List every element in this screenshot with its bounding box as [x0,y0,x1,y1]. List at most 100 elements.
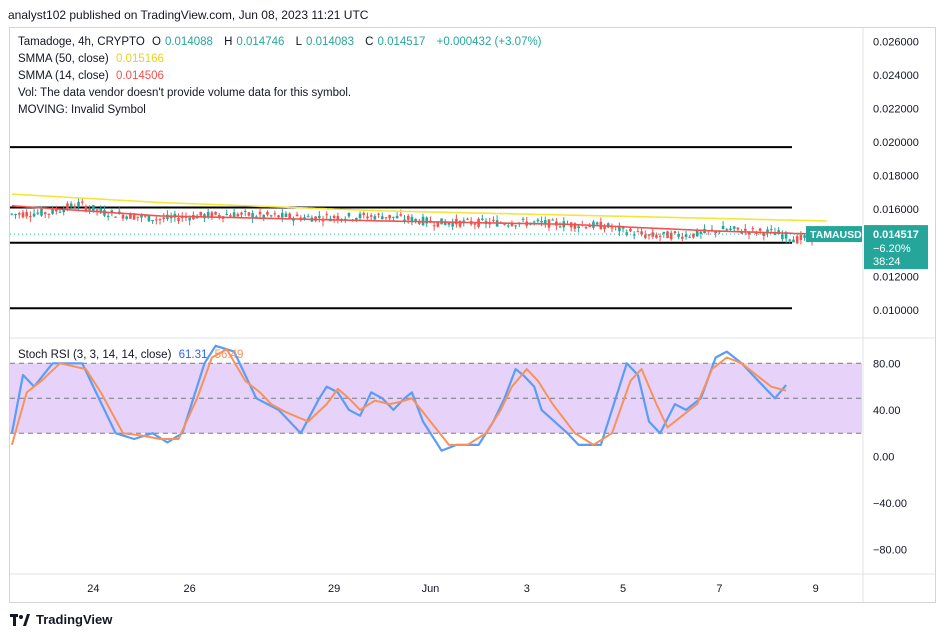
candle-body [314,216,317,221]
candle-body [62,209,66,213]
candle-body [295,214,299,217]
candle-body [155,219,158,221]
candle-body [225,214,229,216]
candle-body [747,231,751,235]
ticker-badge-label: TAMAUSD [810,229,862,241]
candle-body [162,217,166,219]
candle-body [436,221,440,227]
candle-body [595,222,599,225]
time-tick-label: 5 [620,583,626,595]
sma14-legend: SMMA (14, close) 0.014506 [18,70,168,82]
candle-body [732,226,736,229]
candle-body [558,226,562,228]
price-badge-change: −6.20% [873,243,911,255]
candle-body [177,218,180,222]
candle-body [32,213,36,217]
candle-body [373,216,377,220]
sma50-legend: SMMA (50, close) 0.015166 [18,53,168,65]
candle-body [284,213,288,218]
candle-body [355,217,358,220]
candle-body [473,223,477,225]
candle-body [721,225,725,230]
candle-body [140,215,143,218]
candle-body [358,213,362,218]
candle-body [425,217,429,224]
candle-body [403,219,406,221]
candle-body [443,222,447,225]
candle-body [603,226,606,230]
candle-body [673,231,677,233]
candle-body [729,228,732,231]
candle-body [188,217,191,221]
stoch-d-line [10,348,787,446]
legend-high: H 0.014746 [224,36,285,48]
candle-body [762,233,766,237]
candle-body [125,216,128,219]
stoch-legend: Stoch RSI (3, 3, 14, 14, close) 61.31 56… [18,349,247,361]
candle-body [336,216,340,220]
legend-close: C 0.014517 [365,36,426,48]
candle-body [169,216,173,219]
candle-body [662,231,666,234]
candle-body [573,223,577,229]
candle-body [80,201,84,203]
candle-body [432,225,436,227]
candle-body [332,215,336,219]
stoch-tick-label: 40.00 [873,405,901,417]
candle-body [321,220,325,222]
time-tick-label: 24 [87,583,99,595]
candle-body [377,213,380,215]
candle-body [692,233,695,238]
candle-body [536,219,540,222]
sma14-value: 0.014506 [115,70,164,82]
candle-body [325,214,329,216]
stoch-tick-label: −40.00 [873,498,907,510]
candle-body [655,234,658,238]
candle-body [466,218,469,220]
stoch-tick-label: 0.00 [873,452,894,464]
candle-body [92,205,95,211]
candle-body [803,235,806,238]
price-tick-label: 0.020000 [873,137,919,149]
sma50-line [11,193,827,222]
candle-body [699,231,703,234]
candle-body [240,212,243,215]
candle-body [251,213,254,219]
candle-body [151,220,154,222]
price-tick-label: 0.016000 [873,204,919,216]
candle-body [158,219,162,221]
candle-body [451,222,454,227]
candle-body [643,234,647,238]
candle-body [388,214,391,219]
candle-body [43,212,47,215]
volume-note: Vol: The data vendor doesn't provide vol… [18,87,352,99]
candle-body [492,219,495,221]
price-tick-label: 0.026000 [873,36,919,48]
candle-body [29,216,32,218]
tradingview-logo[interactable]: TradingView [10,612,112,627]
price-legend: Tamadoge, 4h, CRYPTO O 0.014088 H 0.014746… [18,36,546,48]
candle-body [217,215,221,217]
candle-body [632,234,636,236]
legend-low: L 0.014083 [295,36,354,48]
candle-body [77,201,80,207]
candle-body [210,212,214,218]
candle-body [577,226,580,228]
candle-body [766,229,769,233]
candle-body [266,211,269,215]
candle-body [99,208,103,212]
candle-body [751,228,755,230]
stoch-label: Stoch RSI (3, 3, 14, 14, close) [18,349,172,361]
candle-body [236,214,240,217]
candle-body [784,232,788,239]
tradingview-logo-icon [10,613,30,626]
stoch-tick-label: 80.00 [873,358,901,370]
candle-body [744,228,747,231]
price-tick-label: 0.018000 [873,171,919,183]
candle-body [121,214,125,219]
candle-body [347,212,351,217]
sma14-line [11,205,827,236]
candle-body [799,234,803,240]
candle-body [129,213,132,219]
